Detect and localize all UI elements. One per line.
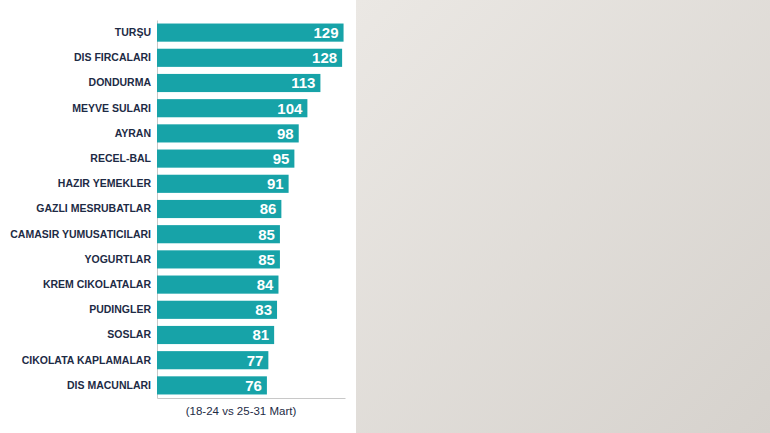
y-tick: DONDURMA: [89, 76, 157, 88]
y-tick: MEYVE SULARI: [72, 102, 157, 114]
category-label: YOGURTLAR: [85, 253, 152, 265]
y-tick: SOSLAR: [107, 328, 157, 340]
y-tick: DIS MACUNLARI: [67, 379, 157, 391]
bar: [157, 225, 280, 243]
data-label: 98: [277, 125, 294, 142]
bar: [157, 326, 274, 344]
data-label: 95: [273, 150, 290, 167]
bar: [157, 301, 277, 319]
y-tick: KREM CIKOLATALAR: [43, 278, 157, 290]
category-label: HAZIR YEMEKLER: [58, 177, 152, 189]
data-label: 104: [277, 100, 303, 117]
y-tick: CAMASIR YUMUSATICILARI: [10, 228, 157, 240]
y-tick: PUDINGLER: [89, 303, 157, 315]
bar: [157, 175, 289, 193]
y-axis: TURŞU DIS FIRCALARI DONDURMA MEYVE SULARI AY…: [10, 21, 157, 399]
category-label: MEYVE SULARI: [72, 102, 151, 114]
category-label: TURŞU: [115, 26, 151, 38]
bar: [157, 24, 344, 42]
bar: [157, 276, 278, 294]
footnote: (18-24 vs 25-31 Mart): [186, 405, 297, 417]
category-label: KREM CIKOLATALAR: [43, 278, 152, 290]
y-tick: DIS FIRCALARI: [74, 51, 157, 63]
data-label: 128: [312, 49, 337, 66]
y-tick: CIKOLATA KAPLAMALAR: [22, 354, 157, 366]
y-tick: TURŞU: [115, 26, 157, 38]
data-label: 76: [245, 377, 262, 394]
y-tick: YOGURTLAR: [85, 253, 158, 265]
category-label: DONDURMA: [89, 76, 152, 88]
bar: [157, 99, 307, 117]
data-label: 83: [255, 301, 272, 318]
bar: [157, 200, 281, 218]
bar: [157, 124, 299, 142]
category-label: SOSLAR: [107, 328, 151, 340]
category-label: GAZLI MESRUBATLAR: [36, 202, 151, 214]
data-labels: 129 128 113 104 98 95 91 86 85 85 84 83 81 77 76: [245, 24, 338, 394]
data-label: 86: [260, 200, 277, 217]
y-tick: RECEL-BAL: [90, 152, 157, 164]
data-label: 81: [252, 326, 269, 343]
data-label: 85: [258, 226, 275, 243]
category-label: AYRAN: [115, 127, 151, 139]
category-label: DIS MACUNLARI: [67, 379, 151, 391]
y-tick: AYRAN: [115, 127, 157, 139]
bar: [157, 74, 320, 92]
bar: [157, 150, 294, 168]
category-label: RECEL-BAL: [90, 152, 151, 164]
bar: [157, 351, 268, 369]
bar: [157, 49, 342, 67]
y-tick: GAZLI MESRUBATLAR: [36, 202, 157, 214]
x-axis-line: [158, 398, 346, 399]
data-label: 85: [258, 251, 275, 268]
data-label: 113: [291, 74, 315, 91]
data-label: 91: [267, 175, 284, 192]
photo-panel: [356, 0, 770, 433]
data-label: 84: [257, 276, 274, 293]
bar: [157, 250, 280, 268]
category-label: CIKOLATA KAPLAMALAR: [22, 354, 152, 366]
data-label: 129: [314, 24, 339, 41]
category-label: DIS FIRCALARI: [74, 51, 151, 63]
x-axis: [158, 398, 346, 399]
category-label: PUDINGLER: [89, 303, 151, 315]
chart: TURŞU DIS FIRCALARI DONDURMA MEYVE SULARI AY…: [0, 0, 770, 433]
y-tick: HAZIR YEMEKLER: [58, 177, 157, 189]
category-label: CAMASIR YUMUSATICILARI: [10, 228, 151, 240]
bar: [157, 376, 267, 394]
bars: [157, 24, 344, 395]
data-label: 77: [247, 352, 264, 369]
